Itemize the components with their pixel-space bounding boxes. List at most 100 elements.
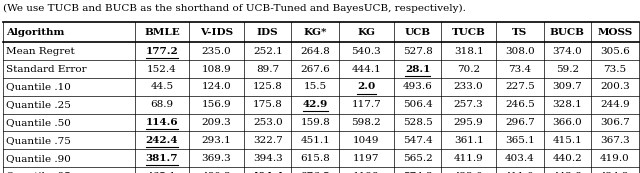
Text: 381.7: 381.7 (146, 154, 178, 163)
Text: 257.3: 257.3 (454, 100, 484, 109)
Text: 419.0: 419.0 (600, 154, 630, 163)
Text: 411.0: 411.0 (505, 171, 534, 173)
Text: Mean Regret: Mean Regret (6, 47, 75, 56)
Text: Quantile .75: Quantile .75 (6, 136, 71, 145)
Text: 1197: 1197 (353, 154, 380, 163)
Text: 444.1: 444.1 (351, 65, 381, 74)
Text: KG: KG (357, 28, 376, 37)
Text: 246.5: 246.5 (505, 100, 534, 109)
Text: 411.9: 411.9 (454, 154, 484, 163)
Text: 322.7: 322.7 (253, 136, 283, 145)
Text: 465.1: 465.1 (147, 171, 177, 173)
Text: 108.9: 108.9 (202, 65, 232, 74)
Text: TUCB: TUCB (452, 28, 486, 37)
Text: UCB: UCB (404, 28, 431, 37)
Text: MOSS: MOSS (597, 28, 632, 37)
Text: 117.7: 117.7 (351, 100, 381, 109)
Text: 528.5: 528.5 (403, 118, 433, 127)
Text: 876.5: 876.5 (300, 171, 330, 173)
Text: 156.9: 156.9 (202, 100, 232, 109)
Text: 114.6: 114.6 (145, 118, 178, 127)
Text: Quantile .90: Quantile .90 (6, 154, 71, 163)
Text: 1198: 1198 (353, 171, 380, 173)
Text: 403.4: 403.4 (505, 154, 534, 163)
Text: 253.0: 253.0 (253, 118, 283, 127)
Text: 309.7: 309.7 (552, 82, 582, 92)
Text: KG*: KG* (303, 28, 327, 37)
Text: 68.9: 68.9 (150, 100, 173, 109)
Text: 308.0: 308.0 (505, 47, 534, 56)
Text: 177.2: 177.2 (145, 47, 179, 56)
Text: 70.2: 70.2 (457, 65, 480, 74)
Text: 404.4: 404.4 (252, 171, 284, 173)
Text: 598.2: 598.2 (351, 118, 381, 127)
Text: 480.3: 480.3 (202, 171, 232, 173)
Text: 365.1: 365.1 (505, 136, 534, 145)
Text: 235.0: 235.0 (202, 47, 232, 56)
Text: 440.2: 440.2 (552, 154, 582, 163)
Text: Quantile .95: Quantile .95 (6, 171, 71, 173)
Text: 424.2: 424.2 (600, 171, 630, 173)
Text: 615.8: 615.8 (300, 154, 330, 163)
Text: 394.3: 394.3 (253, 154, 283, 163)
Text: 565.2: 565.2 (403, 154, 433, 163)
Text: Standard Error: Standard Error (6, 65, 87, 74)
Text: 227.5: 227.5 (505, 82, 534, 92)
Text: 328.1: 328.1 (552, 100, 582, 109)
Text: 547.4: 547.4 (403, 136, 433, 145)
Text: 361.1: 361.1 (454, 136, 484, 145)
Text: 306.7: 306.7 (600, 118, 630, 127)
Text: 267.6: 267.6 (300, 65, 330, 74)
Text: 42.9: 42.9 (303, 100, 328, 109)
Text: 152.4: 152.4 (147, 65, 177, 74)
Text: 252.1: 252.1 (253, 47, 283, 56)
Text: (We use TUCB and BUCB as the shorthand of UCB-Tuned and BayesUCB, respectively).: (We use TUCB and BUCB as the shorthand o… (3, 4, 466, 13)
Text: V-IDS: V-IDS (200, 28, 233, 37)
Text: 15.5: 15.5 (304, 82, 327, 92)
Text: 506.4: 506.4 (403, 100, 433, 109)
Text: 415.1: 415.1 (552, 136, 582, 145)
Text: 574.3: 574.3 (403, 171, 433, 173)
Text: Quantile .25: Quantile .25 (6, 100, 71, 109)
Text: Quantile .10: Quantile .10 (6, 82, 71, 92)
Text: 73.5: 73.5 (604, 65, 627, 74)
Text: BUCB: BUCB (550, 28, 585, 37)
Text: Algorithm: Algorithm (6, 28, 65, 37)
Text: 244.9: 244.9 (600, 100, 630, 109)
Text: 493.6: 493.6 (403, 82, 433, 92)
Text: 73.4: 73.4 (508, 65, 531, 74)
Text: 175.8: 175.8 (253, 100, 283, 109)
Text: 242.4: 242.4 (146, 136, 178, 145)
Text: 293.1: 293.1 (202, 136, 232, 145)
Text: 374.0: 374.0 (552, 47, 582, 56)
Text: 2.0: 2.0 (357, 82, 376, 92)
Text: 295.9: 295.9 (454, 118, 484, 127)
Text: 318.1: 318.1 (454, 47, 484, 56)
Text: 233.0: 233.0 (454, 82, 484, 92)
Text: 125.8: 125.8 (253, 82, 283, 92)
Text: 200.3: 200.3 (600, 82, 630, 92)
Text: 366.0: 366.0 (552, 118, 582, 127)
Text: 124.0: 124.0 (202, 82, 232, 92)
Text: 369.3: 369.3 (202, 154, 232, 163)
Text: Quantile .50: Quantile .50 (6, 118, 71, 127)
Text: TS: TS (512, 28, 527, 37)
Text: 451.1: 451.1 (300, 136, 330, 145)
Text: 89.7: 89.7 (256, 65, 279, 74)
Text: 209.3: 209.3 (202, 118, 232, 127)
Text: 1049: 1049 (353, 136, 380, 145)
Text: BMLE: BMLE (144, 28, 180, 37)
Text: 296.7: 296.7 (505, 118, 534, 127)
Text: 28.1: 28.1 (405, 65, 430, 74)
Text: 443.8: 443.8 (552, 171, 582, 173)
Text: 305.6: 305.6 (600, 47, 630, 56)
Text: IDS: IDS (257, 28, 278, 37)
Text: 367.3: 367.3 (600, 136, 630, 145)
Text: 527.8: 527.8 (403, 47, 433, 56)
Text: 44.5: 44.5 (150, 82, 173, 92)
Text: 540.3: 540.3 (351, 47, 381, 56)
Text: 59.2: 59.2 (556, 65, 579, 74)
Text: 422.0: 422.0 (454, 171, 484, 173)
Text: 264.8: 264.8 (300, 47, 330, 56)
Text: 159.8: 159.8 (300, 118, 330, 127)
